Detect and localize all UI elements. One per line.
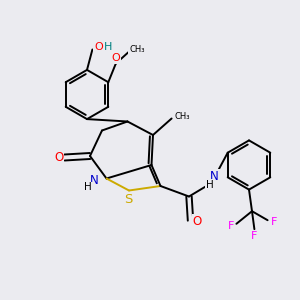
Text: H: H bbox=[84, 182, 92, 193]
Text: F: F bbox=[228, 221, 234, 231]
Text: F: F bbox=[251, 231, 258, 241]
Text: O: O bbox=[193, 214, 202, 228]
Text: O: O bbox=[94, 41, 103, 52]
Text: N: N bbox=[210, 170, 219, 183]
Text: S: S bbox=[124, 193, 133, 206]
Text: N: N bbox=[90, 174, 99, 188]
Text: O: O bbox=[111, 53, 120, 63]
Text: CH₃: CH₃ bbox=[174, 112, 190, 121]
Text: F: F bbox=[270, 217, 277, 227]
Text: H: H bbox=[104, 41, 112, 52]
Text: H: H bbox=[206, 179, 214, 190]
Text: CH₃: CH₃ bbox=[129, 45, 145, 54]
Text: O: O bbox=[55, 151, 64, 164]
